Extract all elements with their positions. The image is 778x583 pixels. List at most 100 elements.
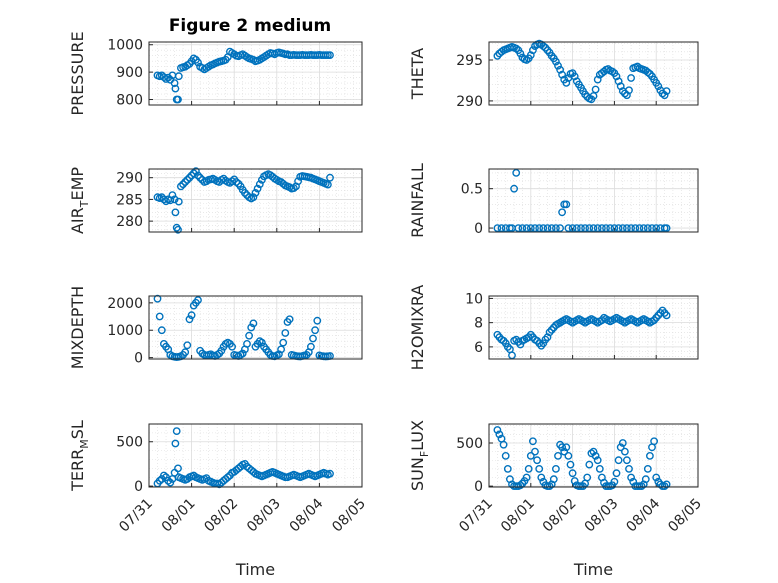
x-axis-label: Time [573, 560, 613, 579]
axes-box [148, 295, 363, 360]
data-point [654, 82, 663, 91]
data-point [625, 86, 633, 95]
y-tick-label: 2000 [107, 296, 143, 312]
data-point [159, 73, 168, 82]
data-point [196, 173, 205, 182]
data-point [493, 426, 502, 434]
y-axis-label: AIRTEMP [68, 167, 91, 234]
data-point [174, 464, 182, 473]
subplot-7: 0 500 07/31 08/01 08/02 08/03 08/04 08/05 Time TE… [68, 420, 369, 579]
x-tick-label: 08/04 [287, 496, 327, 536]
data-point [157, 326, 166, 335]
y-tick-label: 1000 [107, 38, 143, 54]
axes-box [148, 41, 363, 106]
data-point [535, 224, 544, 233]
y-tick-label: 295 [456, 53, 483, 69]
data-point [589, 224, 598, 233]
data-point [629, 477, 638, 486]
data-point [554, 61, 562, 70]
data-point [522, 473, 531, 482]
data-point [194, 58, 202, 67]
y-tick-label: 800 [116, 93, 143, 109]
y-tick-label: 900 [116, 65, 143, 81]
data-point [662, 311, 671, 320]
y-tick-label: 280 [116, 214, 143, 230]
series-points [493, 168, 671, 233]
data-point [181, 348, 190, 357]
data-point [531, 447, 539, 456]
y-tick-label: 0 [474, 479, 483, 495]
data-point [323, 180, 332, 189]
axes-box [148, 168, 363, 233]
subplot-4: 0 0.5 RAINFALL [408, 163, 699, 238]
data-point [660, 91, 669, 100]
data-point [183, 341, 192, 350]
data-point [621, 447, 629, 456]
data-point [228, 177, 237, 186]
data-point [543, 224, 552, 233]
data-point [313, 316, 322, 325]
y-tick-label: 290 [456, 94, 483, 110]
data-point [585, 224, 594, 233]
data-point [562, 443, 571, 452]
data-point [172, 427, 181, 435]
x-axis-label: Time [235, 560, 275, 579]
data-point [217, 346, 226, 355]
data-point [516, 481, 525, 490]
axes-box [488, 423, 699, 488]
data-point [589, 447, 598, 456]
data-point [616, 443, 625, 452]
data-point [285, 315, 294, 324]
data-point [176, 182, 185, 191]
data-point [240, 188, 249, 197]
data-point [572, 224, 581, 233]
data-point [631, 224, 640, 233]
data-point [189, 169, 198, 178]
data-point [554, 451, 562, 460]
axes-box [488, 295, 699, 360]
data-point [552, 57, 560, 66]
data-point [512, 44, 521, 53]
data-point [164, 73, 173, 82]
x-tick-label: 08/01 [498, 496, 538, 536]
axes-box [488, 168, 699, 233]
data-point [245, 331, 254, 340]
data-point [191, 167, 200, 176]
data-point [610, 477, 619, 486]
data-point [228, 342, 237, 351]
data-point [539, 224, 548, 233]
data-point [635, 224, 644, 233]
data-point [238, 349, 247, 358]
data-point [593, 456, 602, 465]
data-point [526, 224, 535, 233]
data-point [627, 74, 635, 82]
data-point [652, 224, 661, 233]
data-point [662, 87, 671, 96]
data-point [606, 224, 615, 233]
data-point [279, 338, 288, 347]
data-point [281, 329, 290, 337]
subplot-2: 290 295 THETA [408, 39, 699, 110]
data-point [174, 95, 182, 104]
x-tick-label: 08/04 [623, 496, 663, 536]
data-point [648, 224, 656, 233]
data-point [662, 480, 671, 489]
data-point [558, 208, 566, 217]
data-point [643, 224, 652, 233]
data-point [643, 464, 652, 473]
series-points [493, 39, 671, 104]
data-point [155, 312, 164, 321]
data-point [562, 200, 571, 209]
y-tick-label: 1000 [107, 323, 143, 339]
data-point [585, 460, 594, 469]
data-point [564, 224, 573, 233]
data-point [526, 451, 535, 460]
data-point [294, 177, 302, 186]
data-point [171, 439, 180, 448]
data-point [581, 224, 589, 233]
y-tick-label: 0.5 [461, 182, 483, 198]
data-point [639, 224, 648, 233]
data-point [183, 175, 192, 184]
data-point [641, 475, 650, 484]
